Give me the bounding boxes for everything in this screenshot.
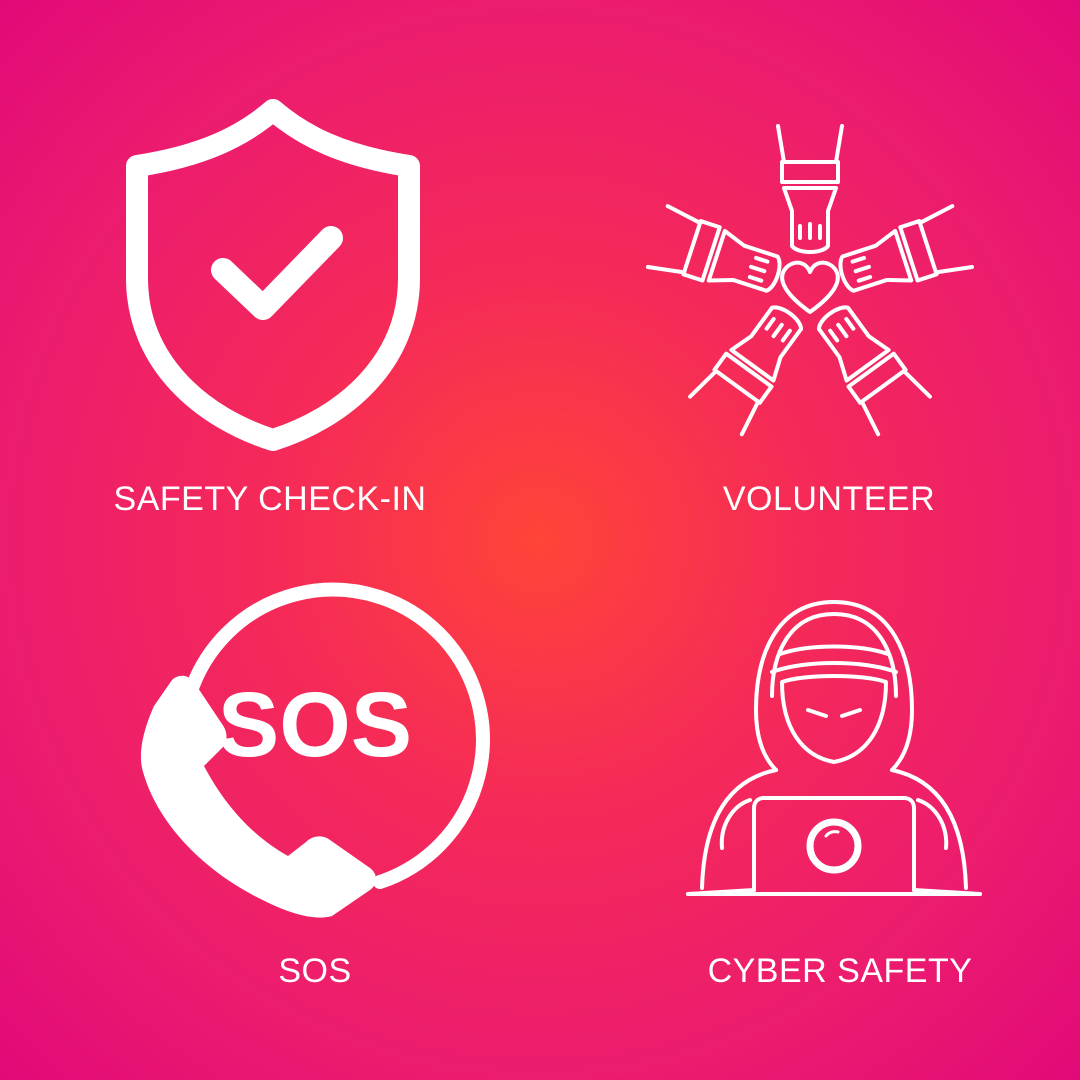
hands-heart-icon <box>645 124 975 437</box>
sos-phone-icon: SOS <box>140 582 490 918</box>
shield-check-icon <box>126 99 420 451</box>
hacker-laptop-icon <box>686 600 982 896</box>
label-volunteer: VOLUNTEER <box>722 480 936 518</box>
tile-cyber-safety[interactable]: CYBER SAFETY <box>540 540 1080 1080</box>
tile-sos[interactable]: SOS SOS <box>0 540 540 1080</box>
label-cyber-safety: CYBER SAFETY <box>707 952 973 990</box>
sos-icon-text: SOS <box>218 674 412 776</box>
tile-volunteer[interactable]: VOLUNTEER <box>540 0 1080 540</box>
label-sos: SOS <box>278 952 352 990</box>
tile-safety-check-in[interactable]: SAFETY CHECK-IN <box>0 0 540 540</box>
label-safety-check-in: SAFETY CHECK-IN <box>113 480 427 518</box>
